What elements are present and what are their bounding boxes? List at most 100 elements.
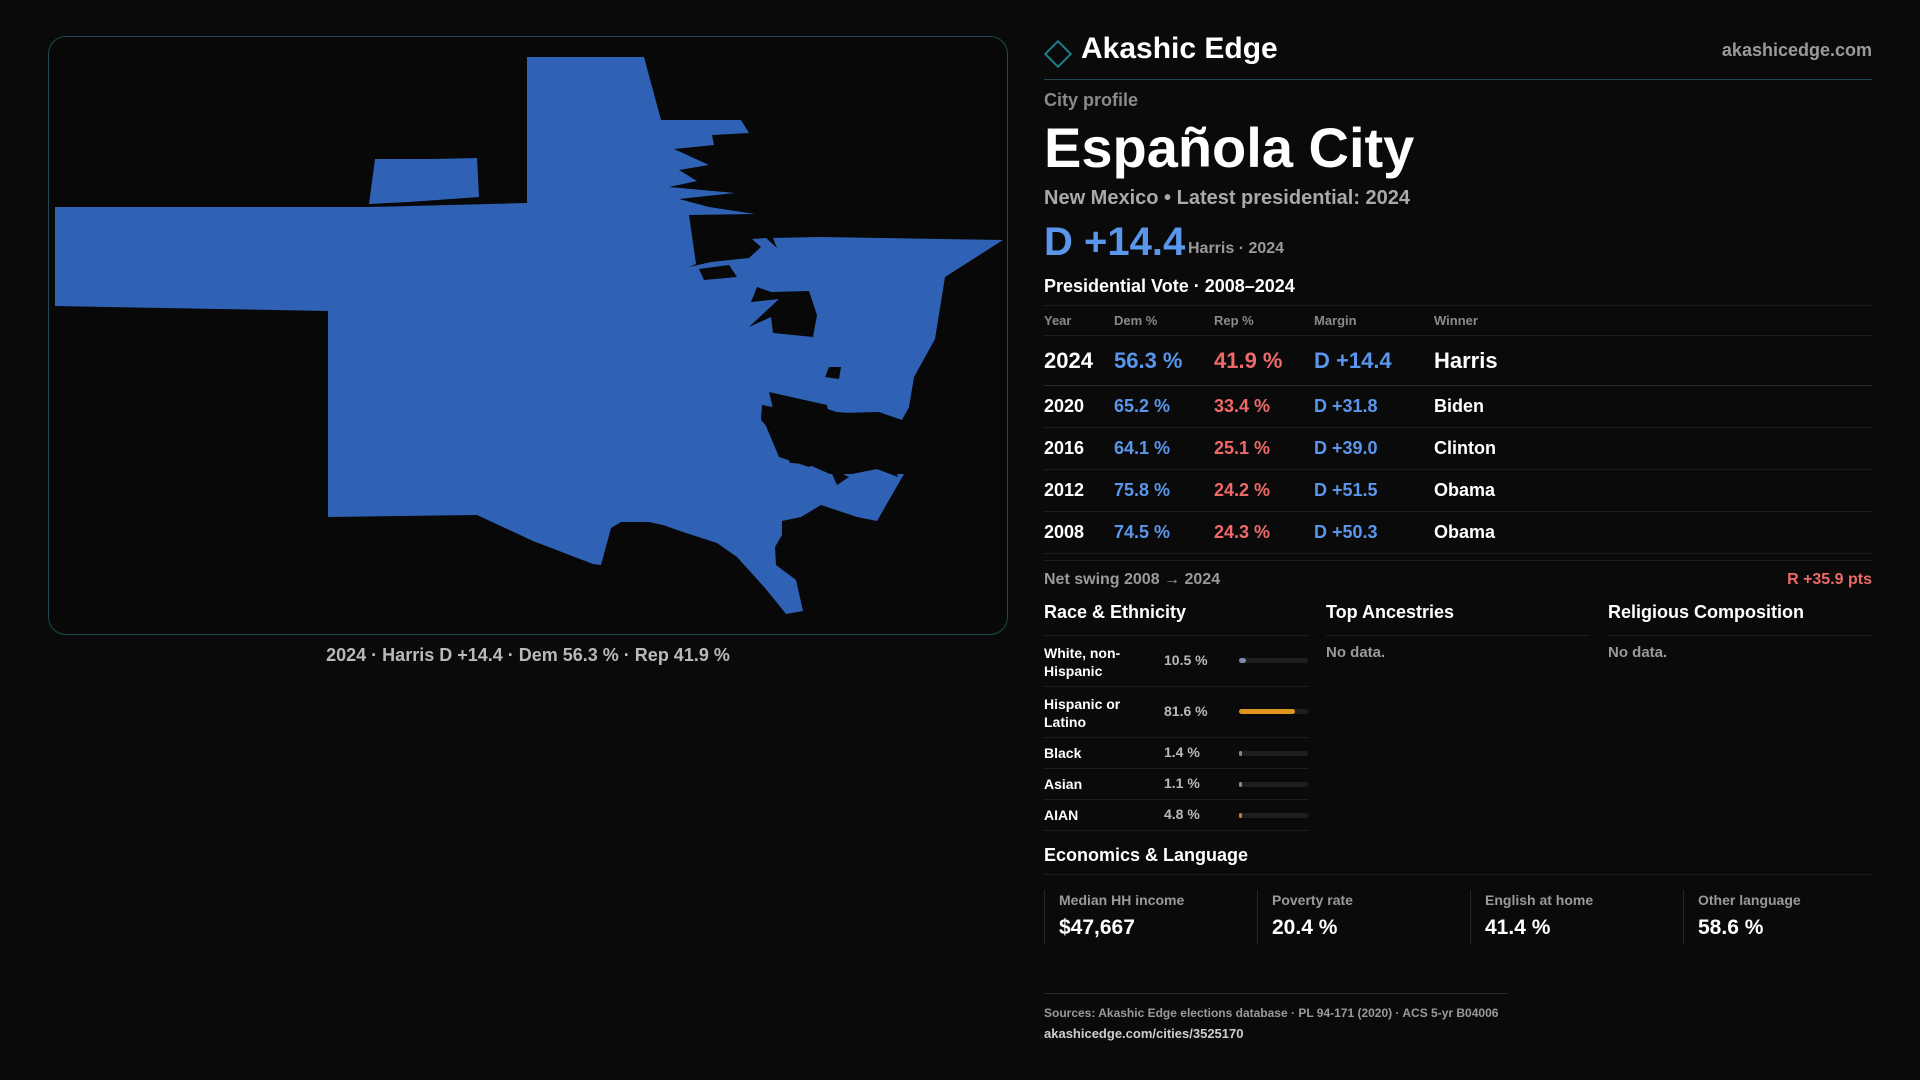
race-label: AIAN	[1044, 807, 1079, 823]
city-boundary-fill	[55, 57, 1003, 614]
religious-composition-empty: No data.	[1608, 644, 1668, 661]
map-hole	[761, 414, 827, 467]
vote-table-title: Presidential Vote · 2008–2024	[1044, 276, 1295, 296]
cell-dem: 56.3 %	[1114, 335, 1214, 386]
table-header-row: Year Dem % Rep % Margin Winner	[1044, 305, 1872, 336]
col-header-rep: Rep %	[1214, 305, 1314, 336]
top-ancestries-empty: No data.	[1326, 644, 1386, 661]
col-header-year: Year	[1044, 305, 1114, 336]
cell-dem: 74.5 %	[1114, 511, 1214, 554]
map-hole	[825, 367, 841, 379]
stat-card-poverty-rate: Poverty rate 20.4 %	[1257, 890, 1457, 944]
cell-rep: 25.1 %	[1214, 427, 1314, 470]
table-row: 2008 74.5 % 24.3 % D +50.3 Obama	[1044, 511, 1872, 554]
brand-header: Akashic Edge akashicedge.com	[1043, 30, 1872, 80]
cell-dem: 65.2 %	[1114, 385, 1214, 428]
stat-value: 41.4 %	[1485, 916, 1551, 939]
race-row: Hispanic or Latino 81.6 %	[1044, 687, 1308, 738]
map-hole	[749, 287, 817, 337]
brand-url-link[interactable]: akashicedge.com	[1721, 40, 1872, 60]
stat-label: English at home	[1485, 892, 1594, 908]
race-row: Asian 1.1 %	[1044, 769, 1308, 800]
brand-name[interactable]: Akashic Edge	[1081, 32, 1278, 65]
race-pct: 10.5 %	[1164, 652, 1208, 668]
cell-margin: D +39.0	[1314, 427, 1434, 470]
stat-value: 20.4 %	[1272, 916, 1338, 939]
race-pct: 1.1 %	[1164, 775, 1200, 791]
race-bar-fill	[1239, 751, 1242, 756]
headline-candidate-year: Harris · 2024	[1188, 240, 1285, 257]
race-ethnicity-title: Race & Ethnicity	[1044, 602, 1308, 636]
cell-margin: D +14.4	[1314, 335, 1434, 386]
net-swing-row: Net swing 2008 → 2024 R +35.9 pts	[1044, 560, 1872, 594]
cell-winner: Obama	[1434, 469, 1872, 512]
race-bar-fill	[1239, 813, 1243, 818]
net-swing-value: R +35.9 pts	[1787, 571, 1872, 588]
stat-card-english-at-home: English at home 41.4 %	[1470, 890, 1670, 944]
city-boundary-shape	[55, 57, 1003, 614]
profile-panel: Akashic Edge akashicedge.com City profil…	[1043, 30, 1872, 842]
race-row: Black 1.4 %	[1044, 738, 1308, 769]
race-bar-fill	[1239, 709, 1296, 714]
cell-dem: 64.1 %	[1114, 427, 1214, 470]
race-label: Hispanic or Latino	[1044, 696, 1121, 730]
stat-card-other-language: Other language 58.6 %	[1683, 890, 1883, 944]
cell-rep: 33.4 %	[1214, 385, 1314, 428]
stat-value: $47,667	[1059, 916, 1135, 939]
cell-winner: Obama	[1434, 511, 1872, 554]
sources-url-link[interactable]: akashicedge.com/cities/3525170	[1044, 1026, 1244, 1041]
cell-year: 2024	[1044, 335, 1114, 386]
race-ethnicity-list: White, non-Hispanic 10.5 % Hispanic or L…	[1044, 636, 1308, 831]
economics-language-title: Economics & Language	[1044, 845, 1872, 875]
cell-year: 2012	[1044, 469, 1114, 512]
race-pct: 1.4 %	[1164, 744, 1200, 760]
religious-composition-title: Religious Composition	[1608, 602, 1872, 636]
religious-composition-panel: Religious Composition No data.	[1608, 602, 1872, 661]
race-bar-track	[1239, 751, 1308, 756]
stat-label: Median HH income	[1059, 892, 1185, 908]
economics-language-cards: Median HH income $47,667 Poverty rate 20…	[1044, 890, 1872, 944]
presidential-vote-table: Year Dem % Rep % Margin Winner 2024 56.3…	[1044, 305, 1872, 554]
top-ancestries-panel: Top Ancestries No data.	[1326, 602, 1590, 661]
col-header-margin: Margin	[1314, 305, 1434, 336]
table-row: 2012 75.8 % 24.2 % D +51.5 Obama	[1044, 469, 1872, 512]
race-label: Asian	[1044, 776, 1083, 792]
cell-rep: 24.2 %	[1214, 469, 1314, 512]
map-hole	[769, 392, 829, 417]
city-map-panel[interactable]	[48, 36, 1008, 635]
stat-label: Other language	[1698, 892, 1801, 908]
net-swing-label: Net swing 2008 → 2024	[1044, 571, 1221, 588]
cell-dem: 75.8 %	[1114, 469, 1214, 512]
cell-margin: D +31.8	[1314, 385, 1434, 428]
sources-footer: Sources: Akashic Edge elections database…	[1044, 993, 1508, 1041]
cell-winner: Biden	[1434, 385, 1872, 428]
demographics-section: Race & Ethnicity White, non-Hispanic 10.…	[1044, 602, 1872, 842]
race-ethnicity-panel: Race & Ethnicity White, non-Hispanic 10.…	[1044, 602, 1308, 831]
race-label: Black	[1044, 745, 1082, 761]
headline-result: D +14.4 Harris · 2024	[1044, 220, 1872, 264]
city-boundary-map	[55, 57, 1003, 614]
map-caption: 2024 · Harris D +14.4 · Dem 56.3 % · Rep…	[326, 645, 730, 665]
race-pct: 4.8 %	[1164, 806, 1200, 822]
stat-card-median-income: Median HH income $47,667	[1044, 890, 1244, 944]
stat-value: 58.6 %	[1698, 916, 1764, 939]
race-bar-fill	[1239, 782, 1242, 787]
col-header-winner: Winner	[1434, 305, 1872, 336]
cell-rep: 41.9 %	[1214, 335, 1314, 386]
cell-margin: D +51.5	[1314, 469, 1434, 512]
map-hole	[823, 411, 869, 435]
stat-label: Poverty rate	[1272, 892, 1353, 908]
col-header-dem: Dem %	[1114, 305, 1214, 336]
cell-year: 2008	[1044, 511, 1114, 554]
race-bar-track	[1239, 658, 1308, 663]
table-row: 2024 56.3 % 41.9 % D +14.4 Harris	[1044, 335, 1872, 386]
race-label: White, non-Hispanic	[1044, 645, 1121, 679]
sources-text: Sources: Akashic Edge elections database…	[1044, 1006, 1499, 1020]
race-bar-track	[1239, 813, 1308, 818]
table-row: 2020 65.2 % 33.4 % D +31.8 Biden	[1044, 385, 1872, 428]
diamond-logo-icon	[1043, 39, 1073, 69]
map-hole	[829, 467, 849, 485]
page-title: Española City	[1044, 116, 1415, 179]
headline-margin: D +14.4	[1044, 220, 1186, 264]
cell-winner: Clinton	[1434, 427, 1872, 470]
